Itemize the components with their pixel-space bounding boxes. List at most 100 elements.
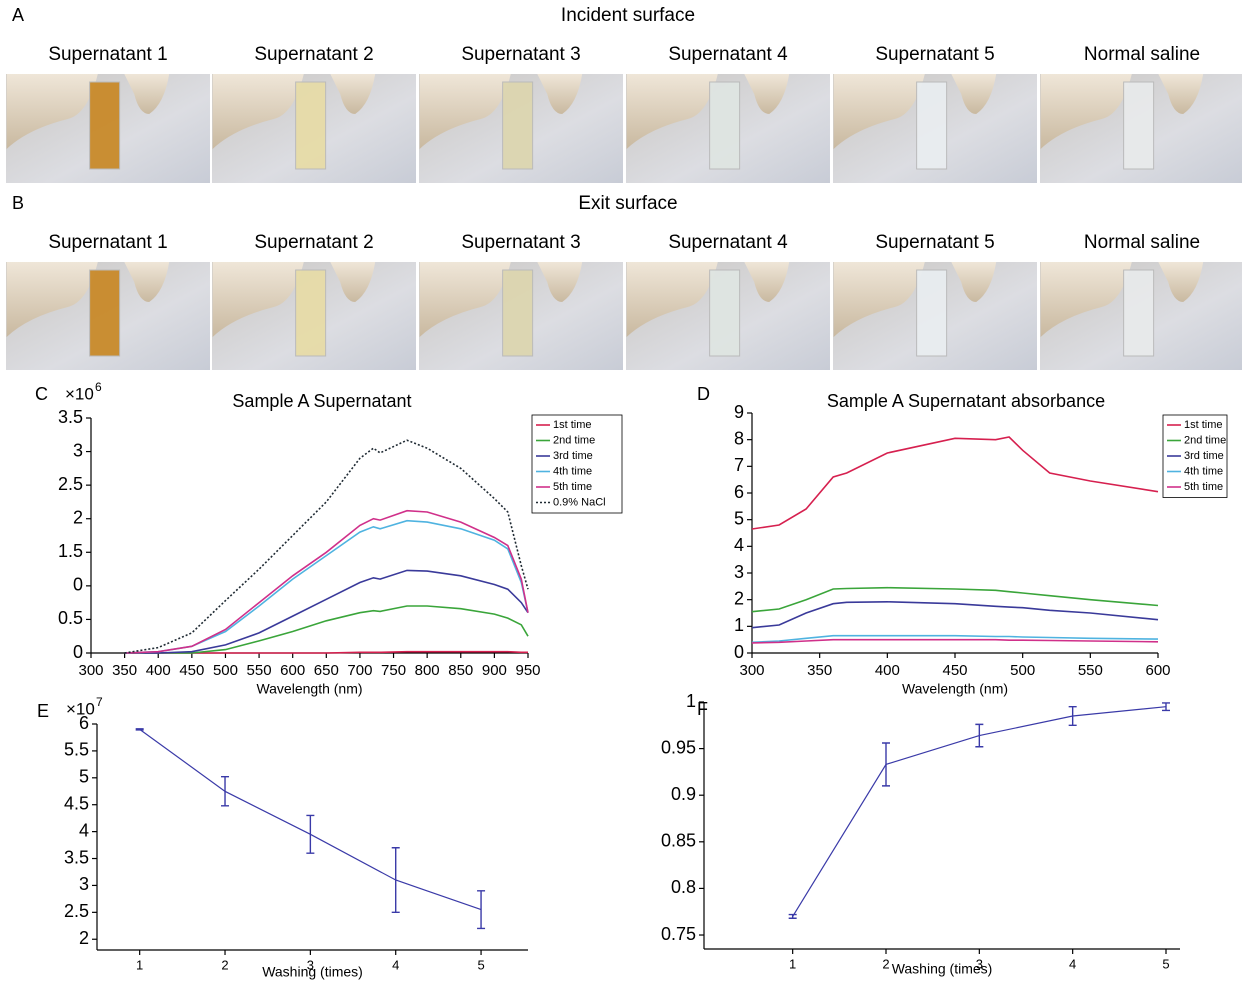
glove: [419, 262, 511, 337]
error-bar: [788, 913, 797, 919]
legend-label: 0.9% NaCl: [553, 496, 606, 508]
panel-letter: E: [37, 701, 49, 721]
x-tick-label: 600: [280, 662, 305, 679]
y-tick-label: 1.5: [58, 541, 83, 561]
tube: [916, 81, 948, 170]
x-tick-label: 950: [515, 662, 540, 679]
glove: [744, 74, 790, 114]
x-tick-label: 4: [392, 957, 399, 972]
photo: [419, 262, 623, 370]
tube: [1123, 269, 1155, 357]
chart-title: Sample A Supernatant: [232, 391, 411, 411]
x-tick-label: 900: [482, 662, 507, 679]
legend-box: [531, 414, 623, 514]
series-line: [751, 586, 1159, 613]
glove: [1040, 74, 1132, 149]
photo: [212, 262, 416, 370]
error-bar: [1068, 705, 1077, 727]
series-line: [124, 519, 529, 654]
x-tick-label: 750: [381, 662, 406, 679]
glove: [537, 262, 583, 302]
tube: [295, 269, 327, 357]
x-tick-label: 4: [1069, 956, 1076, 971]
photo-label: Normal saline: [1084, 44, 1200, 65]
series-line: [751, 634, 1159, 644]
y-tick-label: 6: [734, 482, 744, 502]
y-tick-label: 0: [734, 642, 744, 662]
x-axis-label: Wavelength (nm): [902, 681, 1008, 697]
photo-label: Supernatant 5: [875, 232, 994, 253]
photo: [626, 74, 830, 183]
y-tick-label: 0.8: [671, 877, 696, 897]
series-line: [751, 600, 1159, 629]
y-tick-label: 1: [734, 615, 744, 635]
series-line: [124, 569, 529, 654]
y-tick-label: 8: [734, 428, 744, 448]
glove: [330, 74, 376, 114]
error-bar: [975, 723, 984, 748]
series-line: [751, 638, 1159, 644]
photo-label: Supernatant 3: [461, 232, 580, 253]
series-line: [124, 650, 528, 654]
y-tick-label: 0.9: [671, 784, 696, 804]
legend-label: 5th time: [553, 481, 592, 493]
glove: [212, 74, 304, 149]
axis-multiplier: ×10: [66, 699, 95, 718]
glove: [419, 74, 511, 149]
y-tick-label: 4: [734, 535, 744, 555]
x-tick-label: 1: [136, 957, 143, 972]
y-tick-label: 2: [73, 507, 83, 527]
legend-label: 4th time: [553, 465, 592, 477]
error-bar: [1162, 702, 1170, 712]
photo: [212, 74, 416, 183]
x-tick-label: 650: [314, 662, 339, 679]
legend-label: 3rd time: [553, 450, 593, 462]
y-tick-label: 3: [73, 440, 83, 460]
tube: [89, 269, 121, 357]
glove: [124, 262, 170, 302]
error-bar: [477, 890, 486, 930]
legend-label: 3rd time: [1184, 450, 1224, 462]
glove: [1040, 262, 1132, 337]
series-line: [124, 605, 529, 654]
y-tick-label: 0.85: [661, 831, 696, 851]
x-tick-label: 350: [807, 662, 832, 679]
legend-label: 2nd time: [553, 434, 595, 446]
chart-title: Sample A Supernatant absorbance: [827, 391, 1105, 411]
x-tick-label: 400: [875, 662, 900, 679]
panel-letter: D: [697, 384, 710, 404]
x-tick-label: 800: [415, 662, 440, 679]
y-tick-label: 0.95: [661, 737, 696, 757]
x-tick-label: 550: [1078, 662, 1103, 679]
y-tick-label: 3.5: [64, 847, 89, 867]
error-bar: [221, 776, 230, 807]
photo-label: Supernatant 2: [254, 232, 373, 253]
photo-label: Supernatant 4: [668, 232, 788, 253]
y-tick-label: 2: [734, 588, 744, 608]
photo: [1040, 262, 1242, 370]
x-tick-label: 600: [1145, 662, 1170, 679]
error-bar: [882, 742, 890, 787]
y-tick-label: 7: [734, 455, 744, 475]
x-axis-label: Wavelength (nm): [256, 681, 362, 697]
glove: [833, 74, 925, 149]
x-axis-label: Washing (times): [892, 961, 993, 977]
photo: [626, 262, 830, 370]
axis-exponent: 7: [96, 695, 103, 709]
series-line: [124, 509, 529, 654]
y-tick-label: 2: [79, 928, 89, 948]
tube: [709, 81, 741, 170]
error-bar: [391, 847, 400, 914]
error-bar: [306, 814, 315, 854]
x-tick-label: 550: [247, 662, 272, 679]
row-title: Incident surface: [561, 5, 695, 26]
photo: [419, 74, 623, 183]
y-tick-label: 0.75: [661, 924, 696, 944]
x-tick-label: 450: [179, 662, 204, 679]
x-tick-label: 500: [213, 662, 238, 679]
axis-exponent: 6: [95, 380, 102, 394]
glove: [744, 262, 790, 302]
panel-letter: B: [12, 193, 24, 213]
y-tick-label: 4: [79, 820, 89, 840]
